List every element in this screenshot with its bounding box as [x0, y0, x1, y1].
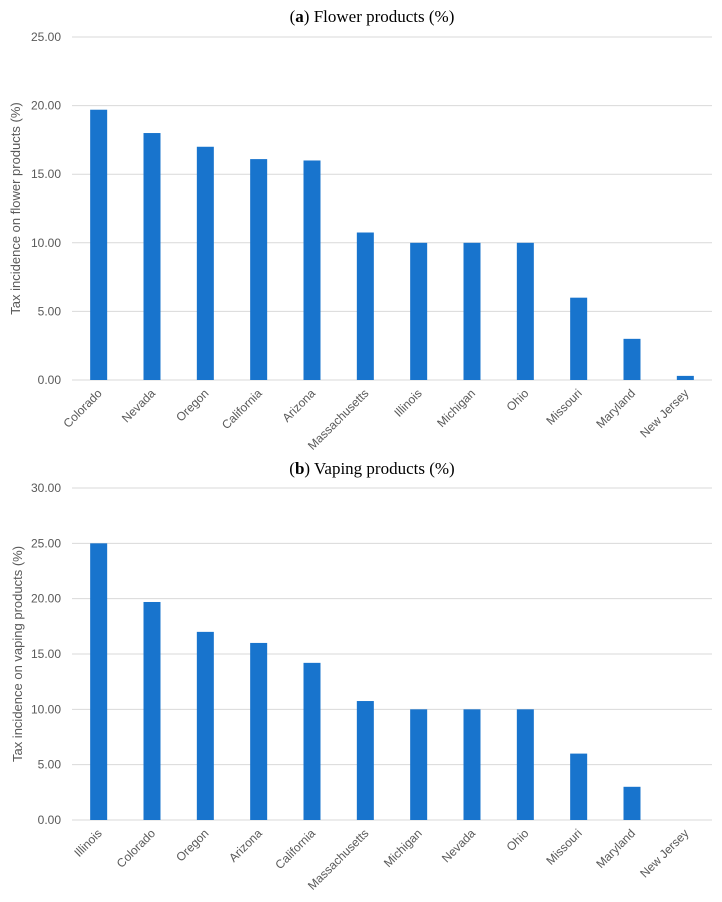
flower-x-tick-label: Colorado [60, 386, 105, 431]
flower-x-tick-label: Michigan [434, 386, 478, 430]
flower-chart-title: (a) Flower products (%) [290, 7, 455, 26]
flower-y-tick-label: 0.00 [38, 373, 62, 387]
flower-bar-massachusetts [356, 232, 374, 380]
vaping-y-tick-label: 25.00 [31, 536, 61, 550]
vaping-y-tick-label: 30.00 [31, 481, 61, 495]
vaping-chart: (b) Vaping products (%) 0.00 5.00 10.00 15.0… [10, 459, 712, 893]
flower-x-tick-label: California [219, 386, 265, 432]
vaping-x-tick-label: Arizona [226, 826, 265, 865]
flower-y-tick-label: 5.00 [38, 304, 62, 318]
vaping-x-tick-label: Nevada [439, 826, 478, 865]
vaping-x-tick-label: Missouri [543, 826, 584, 867]
flower-x-tick-label: Illinois [391, 386, 424, 419]
vaping-y-axis-label: Tax incidence on vaping products (%) [10, 546, 25, 762]
vaping-bar-maryland [623, 786, 641, 820]
flower-y-tick-label: 20.00 [31, 99, 61, 113]
vaping-x-tick-label: Illinois [71, 826, 104, 859]
vaping-y-tick-label: 20.00 [31, 592, 61, 606]
flower-y-tick-label: 25.00 [31, 30, 61, 44]
flower-bar-ohio [516, 242, 534, 380]
flower-bar-california [250, 159, 268, 380]
vaping-bar-california [303, 662, 321, 820]
flower-bar-missouri [570, 297, 588, 380]
flower-x-tick-label: Arizona [279, 386, 318, 425]
flower-bar-michigan [463, 242, 481, 380]
flower-y-tick-label: 10.00 [31, 236, 61, 250]
flower-y-axis-label: Tax incidence on flower products (%) [8, 102, 23, 314]
vaping-chart-title: (b) Vaping products (%) [289, 459, 454, 478]
flower-bar-arizona [303, 160, 321, 380]
vaping-y-tick-label: 15.00 [31, 647, 61, 661]
flower-bar-nevada [143, 133, 161, 380]
vaping-y-tick-label: 5.00 [38, 758, 62, 772]
vaping-x-tick-label: New Jersey [637, 826, 691, 880]
vaping-bar-colorado [143, 601, 161, 820]
flower-x-tick-label: New Jersey [637, 386, 691, 440]
flower-bar-maryland [623, 338, 641, 380]
vaping-x-tick-label: Colorado [114, 826, 159, 871]
vaping-bar-nevada [463, 709, 481, 820]
vaping-x-tick-label: Ohio [504, 826, 532, 854]
flower-chart: (a) Flower products (%) 0.00 5.00 10.00 15.0… [8, 7, 712, 453]
vaping-bar-illinois [90, 543, 108, 820]
vaping-x-tick-label: Oregon [173, 826, 211, 864]
flower-bar-oregon [196, 146, 214, 380]
vaping-bar-ohio [516, 709, 534, 820]
flower-x-tick-label: Maryland [593, 386, 638, 431]
vaping-x-tick-label: California [272, 826, 318, 872]
vaping-y-tick-label: 10.00 [31, 702, 61, 716]
flower-x-tick-label: Ohio [504, 386, 532, 414]
flower-bar-new-jersey [676, 375, 694, 380]
flower-bar-colorado [90, 109, 108, 380]
vaping-y-tick-label: 0.00 [38, 813, 62, 827]
flower-x-tick-label: Missouri [543, 386, 584, 427]
vaping-x-tick-label: Maryland [593, 826, 638, 871]
vaping-x-tick-label: Michigan [381, 826, 425, 870]
flower-bar-illinois [410, 242, 428, 380]
flower-x-tick-label: Oregon [173, 386, 211, 424]
vaping-bar-oregon [196, 631, 214, 820]
vaping-bar-massachusetts [356, 701, 374, 820]
flower-y-tick-label: 15.00 [31, 167, 61, 181]
flower-x-tick-label: Nevada [119, 386, 158, 425]
vaping-bar-michigan [410, 709, 428, 820]
vaping-bar-arizona [250, 642, 268, 820]
vaping-bar-missouri [570, 753, 588, 820]
